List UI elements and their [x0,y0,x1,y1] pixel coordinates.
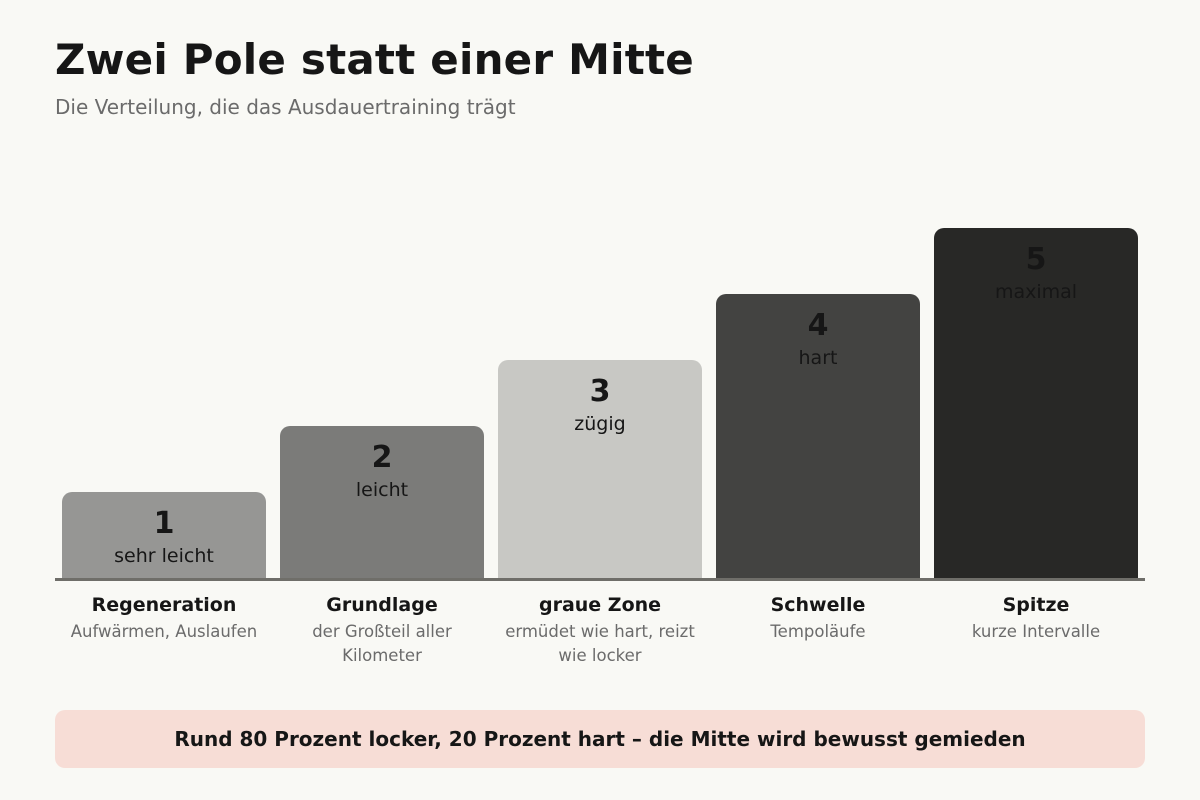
page-title: Zwei Pole statt einer Mitte [55,35,694,84]
zone-number: 5 [1025,242,1047,277]
zone-number: 1 [153,506,175,541]
zone-note: Aufwärmen, Auslaufen [70,622,258,641]
zone-note: Tempoläufe [770,622,866,641]
zone-note: ermüdet wie hart, reizt wie locker [505,622,695,665]
zone-bar-3: 3 zügig [498,360,702,580]
zone-number: 2 [371,440,393,475]
zone-label-1: Regeneration Aufwärmen, Auslaufen [62,592,266,644]
zone-name: Grundlage [326,594,438,616]
baseline [55,578,1145,581]
zone-labels: Regeneration Aufwärmen, Auslaufen Grundl… [55,592,1145,682]
zone-label-4: Schwelle Tempoläufe [716,592,920,644]
zone-note: kurze Intervalle [971,622,1101,641]
page-subtitle: Die Verteilung, die das Ausdauertraining… [55,95,516,119]
zone-name: Regeneration [91,594,237,616]
summary-banner: Rund 80 Prozent locker, 20 Prozent hart … [55,710,1145,768]
zone-intensity: leicht [355,479,409,501]
zone-label-3: graue Zone ermüdet wie hart, reizt wie l… [498,592,702,668]
zone-intensity: sehr leicht [114,545,214,567]
zone-label-5: Spitze kurze Intervalle [934,592,1138,644]
zone-name: Schwelle [770,594,866,616]
zone-intensity: maximal [994,281,1078,303]
zone-intensity: zügig [574,413,626,435]
zone-bar-1: 1 sehr leicht [62,492,266,580]
zone-number: 4 [807,308,829,343]
zone-name: Spitze [1002,594,1070,616]
zone-note: der Großteil aller Kilometer [312,622,452,665]
zone-name: graue Zone [538,594,662,616]
zone-intensity: hart [798,347,838,369]
zone-bars: 1 sehr leicht 2 leicht 3 zügig 4 hart 5 … [55,140,1145,580]
zone-bar-4: 4 hart [716,294,920,580]
zone-bar-5: 5 maximal [934,228,1138,580]
zone-bar-2: 2 leicht [280,426,484,580]
zone-label-2: Grundlage der Großteil aller Kilometer [280,592,484,668]
zone-number: 3 [589,374,611,409]
